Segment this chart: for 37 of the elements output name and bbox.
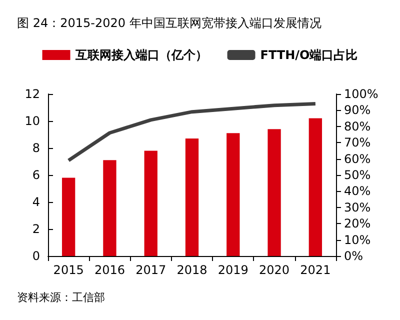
bar: [268, 129, 281, 256]
y-tick-label: 6: [32, 168, 40, 182]
chart-title: 图 24：2015-2020 年中国互联网宽带接入端口发展情况: [17, 16, 322, 30]
y2-tick-label: 90%: [344, 103, 371, 118]
bar: [62, 178, 76, 256]
y2-tick-label: 80%: [344, 119, 371, 134]
y2-tick-label: 70%: [344, 136, 371, 150]
y2-tick-label: 50%: [344, 168, 371, 182]
y-tick-label: 4: [32, 195, 40, 209]
bar: [185, 138, 199, 256]
y2-tick-label: 40%: [344, 184, 371, 198]
bar: [308, 118, 322, 256]
x-tick-label: 2021: [300, 263, 331, 277]
x-tick-label: 2017: [136, 263, 166, 277]
bar: [144, 150, 158, 256]
y2-tick-label: 100%: [344, 87, 378, 101]
y2-tick-label: 0%: [344, 249, 364, 263]
line-series: [66, 102, 318, 162]
y-tick-label: 8: [32, 141, 40, 155]
y-tick-label: 2: [32, 222, 40, 236]
y2-tick-label: 60%: [344, 152, 371, 166]
x-tick-label: 2016: [94, 263, 125, 277]
legend-label: FTTH/O端口占比: [260, 48, 358, 62]
legend-label: 互联网接入端口（亿个）: [74, 48, 208, 62]
y-tick-label: 12: [24, 87, 40, 101]
bar: [103, 160, 116, 256]
y-tick-label: 0: [32, 249, 40, 263]
x-tick-label: 2020: [259, 263, 290, 277]
y2-tick-label: 20%: [344, 216, 371, 231]
y2-tick-label: 10%: [344, 232, 371, 247]
y-tick-label: 10: [24, 114, 40, 128]
x-tick-label: 2019: [218, 263, 248, 277]
x-tick-label: 2018: [176, 263, 208, 277]
y2-tick-label: 30%: [344, 200, 371, 214]
x-tick-label: 2015: [53, 263, 84, 277]
bar: [226, 133, 240, 256]
text: 资料来源：工信部: [17, 291, 105, 304]
